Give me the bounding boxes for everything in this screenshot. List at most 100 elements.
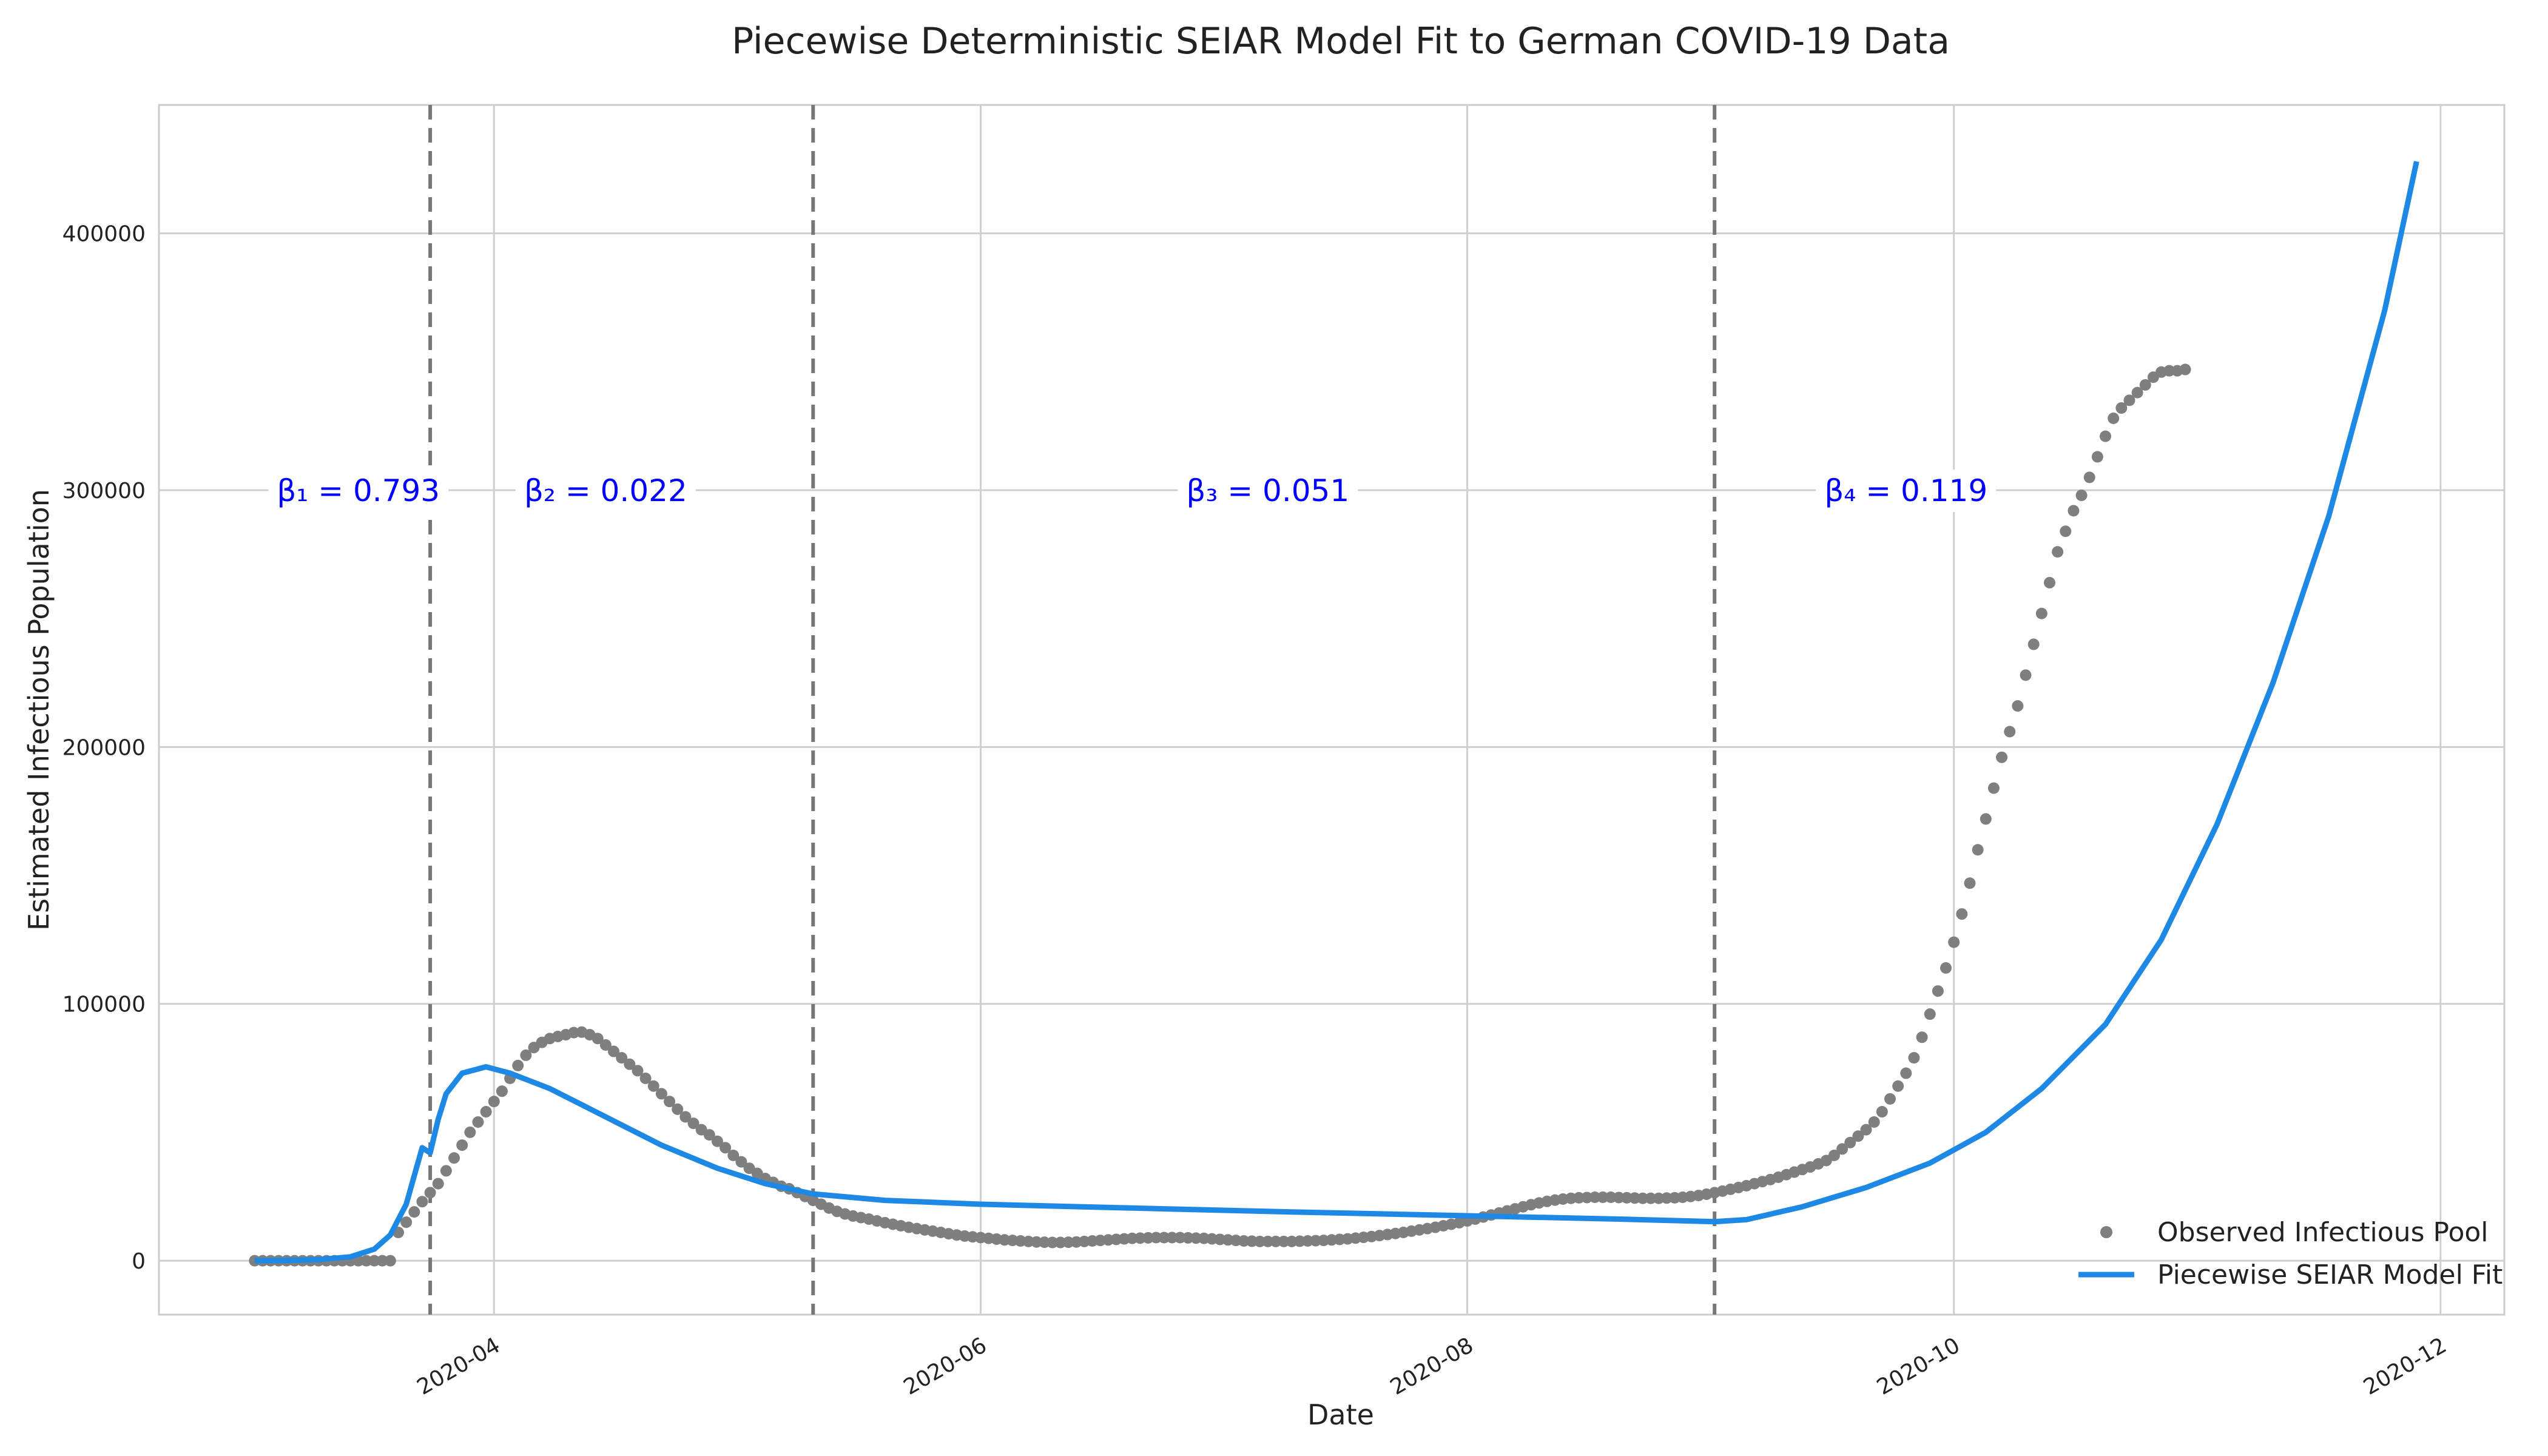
observed-point (1597, 1191, 1609, 1204)
y-tick-label: 200000 (62, 735, 146, 760)
observed-point (664, 1096, 676, 1108)
changepoint-layer (428, 105, 1717, 1315)
y-axis-label: Estimated Infectious Population (22, 489, 55, 931)
plot-frame (158, 104, 2506, 1316)
observed-point (1150, 1232, 1162, 1244)
observed-point (456, 1139, 468, 1151)
observed-point (1270, 1235, 1282, 1247)
observed-point (1844, 1136, 1856, 1148)
model-fit-line (254, 161, 2419, 1264)
beta-label: β₃ = 0.051 (1186, 473, 1349, 508)
y-tick-label: 300000 (62, 479, 146, 504)
observed-point (599, 1039, 612, 1051)
x-axis-label: Date (1307, 1398, 1374, 1431)
observed-point (2083, 471, 2095, 484)
observed-point (2091, 451, 2103, 463)
observed-point (2043, 576, 2055, 588)
beta-label: β₁ = 0.793 (277, 473, 440, 508)
observed-point (703, 1129, 715, 1141)
legend-observed-label: Observed Infectious Pool (2157, 1217, 2489, 1248)
beta-annotations: β₁ = 0.793 β₂ = 0.022 β₃ = 0.051 β₄ = 0.119 (268, 470, 1997, 513)
observed-point (2060, 525, 2072, 538)
observed-point (400, 1216, 413, 1228)
observed-point (1852, 1130, 1864, 1142)
observed-point (1908, 1052, 1920, 1064)
observed-point (1836, 1143, 1849, 1155)
observed-point (1166, 1232, 1178, 1244)
observed-point (384, 1255, 396, 1267)
observed-point (616, 1052, 628, 1064)
observed-point (472, 1116, 484, 1128)
observed-point (448, 1152, 460, 1164)
observed-point (1900, 1067, 1912, 1079)
observed-point (2027, 638, 2040, 650)
observed-point (687, 1117, 699, 1130)
beta-label-background (268, 470, 449, 513)
observed-point (1948, 936, 1960, 948)
observed-point (2108, 412, 2120, 424)
observed-point (672, 1103, 684, 1115)
observed-point (624, 1058, 636, 1070)
observed-point (1876, 1106, 1888, 1118)
observed-point (2179, 363, 2191, 376)
observed-point (520, 1049, 532, 1061)
observed-point (711, 1135, 723, 1147)
observed-point (2075, 489, 2088, 501)
observed-point (1046, 1236, 1059, 1249)
observed-point (1996, 751, 2008, 763)
observed-point (2123, 394, 2135, 406)
observed-point (639, 1073, 652, 1085)
observed-point (2035, 607, 2048, 619)
plot-area: β₁ = 0.793 β₂ = 0.022 β₃ = 0.051 β₄ = 0.119 (158, 104, 2506, 1316)
beta-label-background (1178, 470, 1358, 513)
observed-point (1932, 985, 1944, 997)
observed-point (1637, 1192, 1649, 1204)
observed-point (2068, 505, 2080, 517)
observed-point (2139, 379, 2151, 391)
observed-point (2115, 402, 2128, 414)
observed-point (1987, 782, 2000, 794)
observed-point (632, 1065, 644, 1077)
y-ticks: 0 100000 200000 300000 400000 (62, 222, 146, 1274)
observed-point (1892, 1080, 1904, 1092)
observed-point (1589, 1191, 1601, 1204)
observed-point (655, 1088, 667, 1100)
observed-point (2012, 700, 2024, 712)
observed-point (2004, 726, 2016, 738)
observed-point (416, 1196, 428, 1208)
observed-points (249, 363, 2191, 1267)
observed-point (1158, 1232, 1170, 1244)
observed-point (1254, 1235, 1266, 1247)
observed-point (1940, 962, 1952, 974)
observed-point (679, 1111, 692, 1123)
y-tick-label: 100000 (62, 993, 146, 1017)
observed-point (1884, 1093, 1896, 1105)
observed-point (1828, 1150, 1840, 1162)
observed-point (727, 1150, 740, 1162)
observed-point (1262, 1235, 1274, 1247)
beta-label: β₂ = 0.022 (524, 473, 687, 508)
beta-label-background (1816, 470, 1997, 513)
observed-point (368, 1255, 380, 1267)
observed-point (735, 1156, 747, 1168)
beta-label-background (515, 470, 696, 513)
legend-model-label: Piecewise SEIAR Model Fit (2157, 1259, 2502, 1290)
observed-point (1860, 1124, 1872, 1136)
observed-point (432, 1178, 444, 1190)
observed-point (2100, 430, 2112, 442)
observed-point (1645, 1192, 1657, 1204)
observed-point (1972, 844, 1984, 856)
legend-observed-marker (2100, 1226, 2112, 1238)
observed-point (592, 1033, 604, 1045)
observed-point (1278, 1235, 1290, 1247)
observed-point (1916, 1031, 1928, 1043)
beta-label: β₄ = 0.119 (1824, 473, 1987, 508)
observed-point (1868, 1116, 1880, 1128)
observed-point (2020, 669, 2032, 681)
observed-point (647, 1080, 659, 1092)
observed-point (408, 1206, 420, 1218)
observed-point (1964, 877, 1976, 889)
observed-point (1956, 908, 1968, 920)
observed-point (1980, 813, 1992, 825)
observed-point (2131, 386, 2143, 399)
